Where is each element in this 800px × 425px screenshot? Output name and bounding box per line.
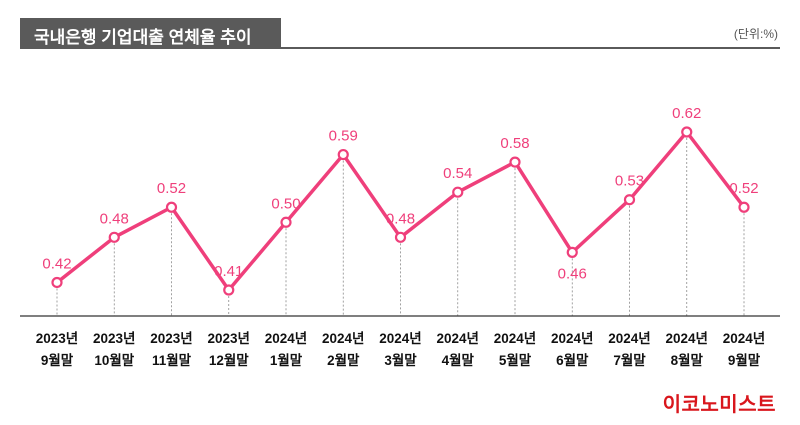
tick-label-year: 2024년 (379, 331, 421, 346)
tick-label-month: 4월말 (442, 352, 475, 368)
tick-label-month: 6월말 (556, 352, 589, 368)
tick-label-year: 2024년 (322, 331, 364, 346)
tick-label-year: 2023년 (150, 331, 192, 346)
value-label: 0.42 (42, 255, 71, 272)
data-point (51, 276, 63, 289)
value-label: 0.52 (157, 180, 186, 197)
tick-label-year: 2023년 (36, 331, 78, 346)
tick-label-year: 2024년 (494, 331, 536, 346)
value-label: 0.59 (329, 128, 358, 145)
tick-label-month: 9월말 (41, 352, 74, 368)
tick-label-year: 2024년 (265, 331, 307, 346)
tick-label-year: 2024년 (551, 331, 593, 346)
unit-label: (단위:%) (733, 27, 778, 41)
value-label: 0.53 (615, 173, 644, 190)
chart-title-bar: 국내은행 기업대출 연체율 추이 (20, 18, 281, 48)
tick-label-year: 2023년 (93, 331, 135, 346)
value-label: 0.48 (386, 210, 415, 227)
brand-logo: 이코노미스트 (662, 394, 776, 416)
value-label: 0.62 (672, 105, 701, 122)
data-point (509, 156, 521, 168)
header-divider (20, 47, 780, 49)
data-point (337, 148, 349, 161)
data-point (108, 231, 120, 243)
value-label: 0.54 (443, 165, 472, 182)
value-label: 0.46 (558, 265, 587, 282)
data-point (623, 194, 636, 206)
tick-label-month: 8월말 (671, 352, 704, 368)
value-label: 0.48 (100, 210, 129, 227)
tick-label-year: 2024년 (723, 331, 765, 346)
data-point (452, 186, 464, 198)
data-point (681, 126, 693, 138)
tick-label-month: 2월말 (327, 352, 360, 368)
tick-label-month: 11월말 (152, 352, 192, 368)
data-point (394, 231, 407, 243)
data-point (566, 246, 578, 258)
tick-label-year: 2023년 (208, 331, 250, 346)
tick-label-month: 5월말 (499, 352, 532, 368)
data-point (165, 201, 178, 213)
tick-label-year: 2024년 (666, 331, 708, 346)
data-point (280, 216, 292, 228)
data-point (738, 201, 750, 213)
value-label: 0.58 (500, 135, 529, 152)
tick-label-year: 2024년 (608, 331, 650, 346)
chart-title: 국내은행 기업대출 연체율 추이 (34, 28, 252, 47)
tick-label-month: 9월말 (728, 352, 761, 368)
tick-label-month: 7월말 (613, 352, 646, 368)
tick-label-month: 12월말 (209, 352, 249, 368)
value-label: 0.50 (271, 195, 300, 212)
tick-label-month: 3월말 (384, 352, 417, 368)
value-label: 0.52 (729, 180, 758, 197)
tick-label-month: 1월말 (270, 352, 303, 368)
data-point (223, 284, 235, 296)
tick-label-month: 10월말 (94, 352, 134, 368)
value-label: 0.41 (214, 263, 243, 280)
tick-label-year: 2024년 (437, 331, 479, 346)
